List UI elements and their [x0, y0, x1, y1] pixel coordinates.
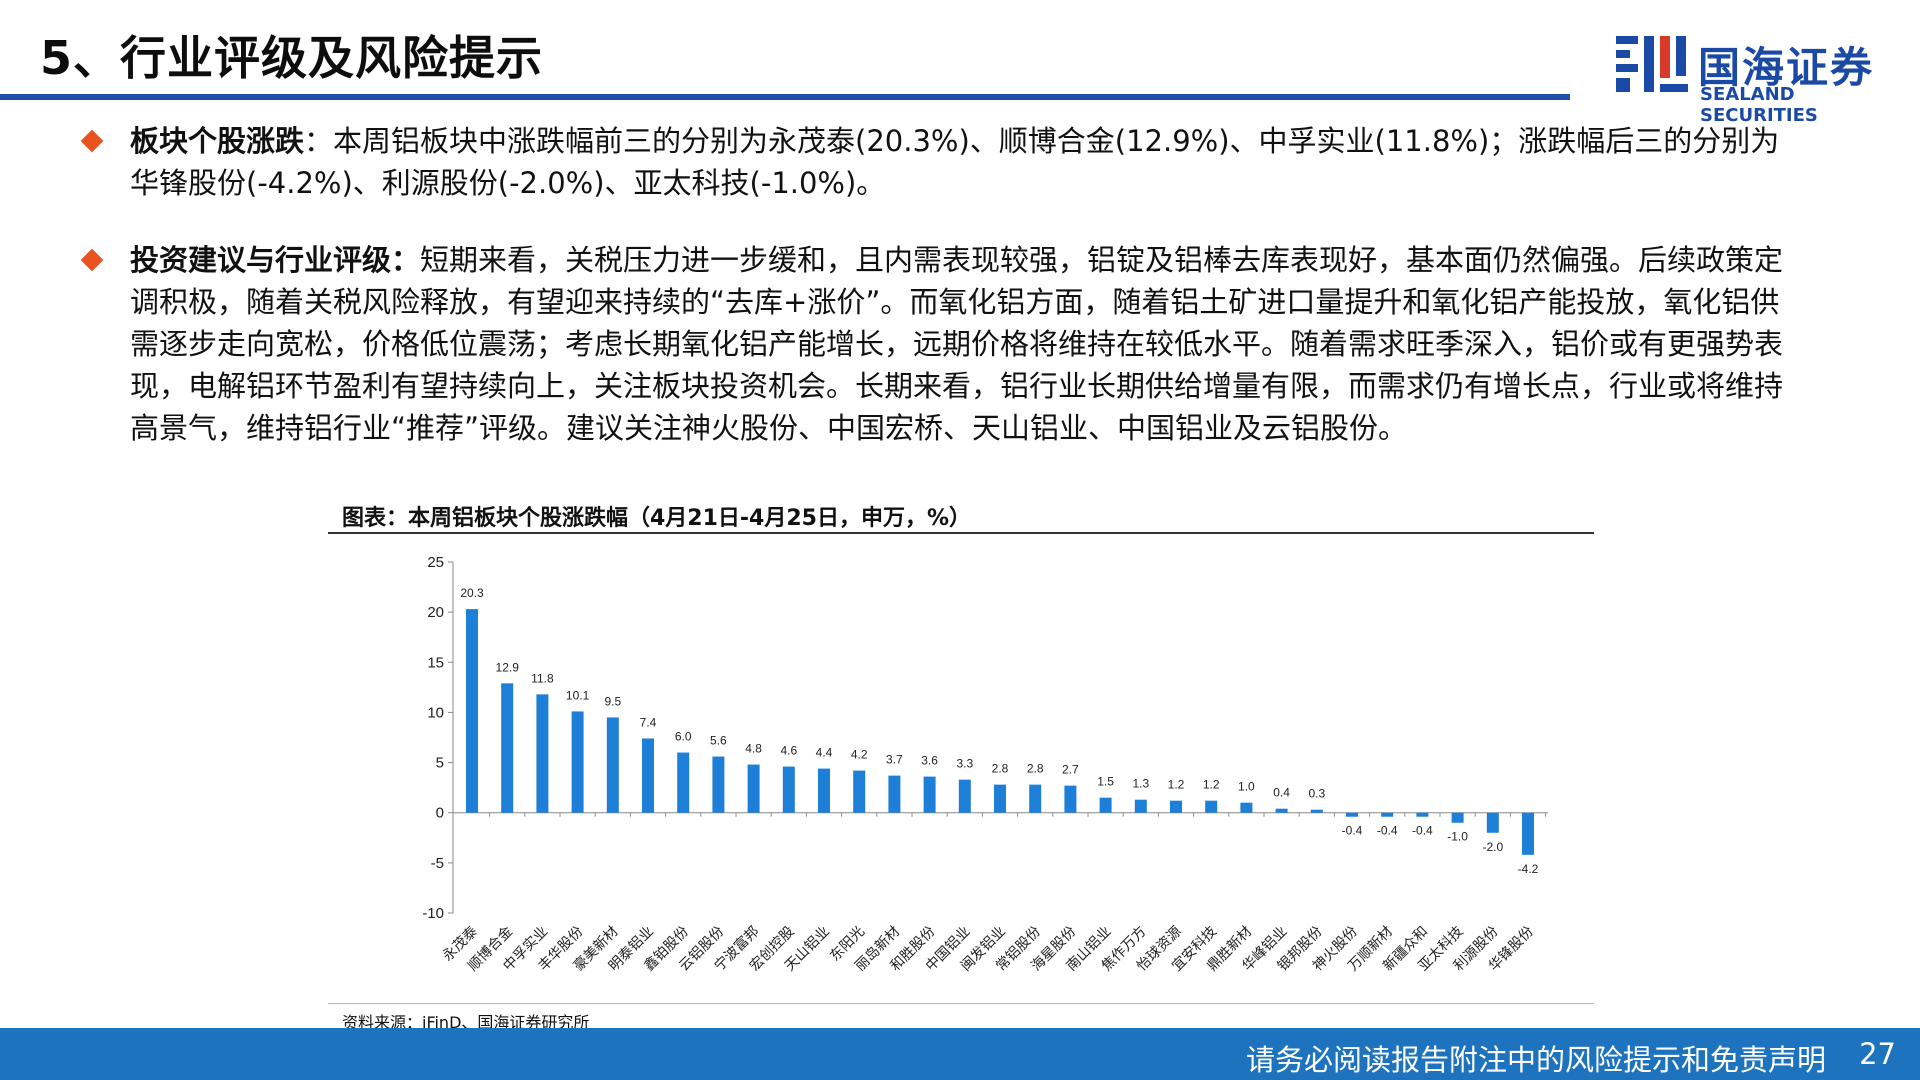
bar	[1522, 812, 1534, 855]
bar	[536, 694, 549, 813]
chart-title: 图表：本周铝板块个股涨跌幅（4月21日-4月25日，申万，%）	[342, 506, 972, 531]
bullet-label: 投资建议与行业评级：	[130, 243, 421, 277]
bar	[642, 738, 654, 813]
data-label: 4.2	[851, 748, 868, 762]
bar	[1416, 812, 1429, 817]
data-label: 5.6	[710, 734, 727, 748]
bar	[888, 775, 901, 813]
y-tick-label: 10	[427, 704, 444, 721]
bar	[1451, 812, 1464, 823]
bar	[1205, 800, 1218, 813]
bar	[1240, 802, 1253, 813]
data-label: 7.4	[640, 716, 657, 730]
data-label: 4.8	[745, 742, 762, 756]
y-tick-label: 20	[427, 604, 444, 621]
data-label: 6.0	[675, 730, 692, 744]
bar	[958, 779, 971, 813]
data-label: 3.7	[886, 753, 903, 767]
bar	[1029, 784, 1042, 813]
bar	[606, 717, 619, 813]
page-number: 27	[1859, 1037, 1896, 1071]
bar	[782, 766, 795, 813]
data-label: 4.4	[816, 746, 833, 760]
data-label: 12.9	[496, 660, 520, 674]
data-label: 1.0	[1238, 780, 1255, 794]
footer-bar: 请务必阅读报告附注中的风险提示和免责声明 27	[0, 1028, 1920, 1080]
data-label: 2.7	[1062, 763, 1079, 777]
disclaimer-text: 请务必阅读报告附注中的风险提示和免责声明	[1245, 1043, 1826, 1077]
data-label: 1.5	[1097, 775, 1114, 789]
logo-chinese-name: 国海证券	[1698, 43, 1875, 92]
bar	[501, 683, 514, 813]
bar	[1099, 797, 1112, 813]
data-label: -1.0	[1447, 830, 1468, 844]
data-label: -0.4	[1342, 824, 1363, 838]
company-logo: 国海证券 SEALAND SECURITIES	[1612, 28, 1902, 126]
logo-english-name: SEALAND SECURITIES	[1700, 84, 1818, 126]
data-label: 10.1	[566, 688, 590, 702]
y-tick-label: 5	[436, 755, 444, 772]
data-label: 3.3	[956, 757, 973, 771]
y-tick-label: 25	[427, 554, 444, 571]
bar	[853, 770, 866, 813]
data-label: 1.3	[1132, 777, 1149, 791]
y-tick-label: 15	[427, 654, 444, 671]
data-label: 1.2	[1203, 778, 1220, 792]
page-title: 5、行业评级及风险提示	[40, 31, 544, 85]
bar	[571, 711, 584, 813]
data-label: -2.0	[1482, 840, 1503, 854]
bar	[1170, 800, 1182, 813]
data-label: 3.6	[921, 754, 938, 768]
bar	[712, 756, 725, 813]
bar	[994, 784, 1006, 813]
bullet-stock-moves: 板块个股涨跌：本周铝板块中涨跌幅前三的分别为永茂泰(20.3%)、顺博合金(12…	[80, 120, 1800, 204]
bar	[923, 776, 936, 813]
chart-title-divider	[328, 532, 1594, 534]
source-divider	[328, 1003, 1594, 1004]
data-label: 20.3	[460, 586, 484, 600]
bar-chart: 2520151050-5-1020.3永茂泰12.9顺博合金11.8中孚实业10…	[422, 554, 1548, 974]
bar	[1346, 812, 1358, 817]
data-label: -4.2	[1518, 862, 1539, 876]
y-tick-label: -10	[422, 905, 444, 922]
bar	[677, 752, 690, 813]
y-tick-label: -5	[431, 855, 444, 872]
data-label: -0.4	[1412, 824, 1433, 838]
bullet-investment-advice: 投资建议与行业评级：短期来看，关税压力进一步缓和，且内需表现较强，铝锭及铝棒去库…	[80, 239, 1800, 449]
bar	[1064, 785, 1077, 813]
source-note: 资料来源：iFinD、国海证券研究所	[342, 1013, 590, 1032]
bar	[466, 609, 478, 813]
bullet-text: ：本周铝板块中涨跌幅前三的分别为永茂泰(20.3%)、顺博合金(12.9%)、中…	[130, 124, 1780, 200]
data-label: 11.8	[531, 671, 554, 685]
bullet-label: 板块个股涨跌	[130, 124, 305, 158]
data-label: 1.2	[1168, 778, 1185, 792]
bar	[1275, 808, 1288, 813]
bullet-text: 短期来看，关税压力进一步缓和，且内需表现较强，铝锭及铝棒去库表现好，基本面仍然偏…	[130, 243, 1784, 445]
bar	[747, 764, 760, 813]
logo-mark-icon	[1616, 36, 1688, 92]
data-label: -0.4	[1377, 824, 1398, 838]
title-divider	[0, 94, 1570, 100]
data-label: 0.4	[1273, 786, 1290, 800]
bar	[818, 768, 830, 813]
data-label: 2.8	[992, 762, 1009, 776]
bar	[1310, 809, 1323, 813]
bar	[1381, 812, 1394, 817]
bar	[1134, 799, 1147, 813]
data-label: 9.5	[604, 694, 621, 708]
y-tick-label: 0	[436, 805, 444, 822]
data-label: 0.3	[1308, 787, 1325, 801]
data-label: 2.8	[1027, 762, 1044, 776]
bar	[1486, 812, 1499, 833]
data-label: 4.6	[780, 744, 797, 758]
